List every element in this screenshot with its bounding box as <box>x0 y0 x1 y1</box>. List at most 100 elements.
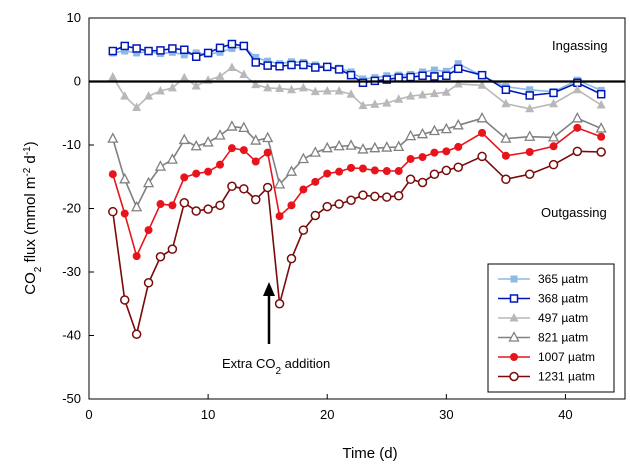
data-point <box>453 79 463 88</box>
data-point <box>168 201 177 210</box>
data-point <box>264 57 272 65</box>
legend-box <box>487 263 615 393</box>
data-point <box>215 200 225 211</box>
data-point <box>358 190 368 200</box>
data-point <box>370 99 380 108</box>
data-point <box>274 299 285 309</box>
extra-co2-annotation: Extra CO2 addition <box>222 356 330 377</box>
data-point <box>334 199 344 209</box>
data-point <box>311 63 320 72</box>
data-point <box>596 99 606 109</box>
data-point <box>429 169 440 179</box>
data-point <box>275 83 285 92</box>
data-point <box>441 165 452 176</box>
data-point <box>500 132 512 143</box>
data-point <box>273 177 286 189</box>
data-point <box>454 142 463 151</box>
data-point <box>394 167 403 176</box>
legend-item: 497 µatm <box>498 311 588 325</box>
data-point <box>263 61 272 70</box>
data-point <box>132 102 142 112</box>
data-point <box>166 153 178 164</box>
data-point <box>311 177 320 186</box>
data-point <box>334 86 344 95</box>
data-point <box>287 60 296 70</box>
data-point <box>297 152 309 164</box>
data-point <box>524 130 536 141</box>
data-point <box>478 128 487 137</box>
x-tick-label: 30 <box>439 407 453 422</box>
data-point <box>358 100 368 110</box>
data-point <box>179 198 190 208</box>
data-point <box>167 244 178 254</box>
data-point <box>239 146 248 155</box>
data-point <box>346 70 356 80</box>
data-point <box>321 141 333 153</box>
data-point <box>239 69 249 79</box>
data-point <box>180 51 188 59</box>
data-point <box>525 103 535 113</box>
data-point <box>370 166 379 175</box>
data-point <box>108 72 118 81</box>
data-point <box>477 80 487 89</box>
data-point <box>358 164 367 173</box>
data-point <box>121 47 129 55</box>
data-point <box>156 200 165 209</box>
data-point <box>251 194 261 205</box>
y-tick-label: -30 <box>62 264 81 279</box>
data-point <box>526 86 534 94</box>
data-point <box>131 200 143 212</box>
data-point <box>501 85 511 95</box>
data-point <box>228 44 236 52</box>
y-tick-label: -20 <box>62 201 81 216</box>
data-point <box>405 129 417 141</box>
data-point <box>334 65 344 74</box>
data-point <box>597 132 606 141</box>
data-point <box>250 134 262 145</box>
legend-item: 1231 µatm <box>498 370 595 384</box>
data-point <box>345 139 357 150</box>
data-point <box>430 66 438 74</box>
data-point <box>252 53 260 61</box>
data-point <box>251 79 261 89</box>
data-point <box>154 160 167 171</box>
data-point <box>454 60 462 68</box>
data-point <box>119 172 131 184</box>
data-point <box>144 46 153 56</box>
y-tick-label: 10 <box>67 10 81 25</box>
data-point <box>156 46 165 55</box>
extra-co2-arrow <box>263 282 275 344</box>
data-point <box>381 141 393 152</box>
legend: 365 µatm 368 µatm 497 µatm 821 µatm 1007 µat… <box>487 263 615 393</box>
legend-label: 1231 µatm <box>538 370 595 384</box>
data-point <box>429 88 439 98</box>
legend-label: 497 µatm <box>538 311 588 325</box>
data-point <box>108 170 117 179</box>
data-point <box>119 295 130 305</box>
data-point <box>108 46 118 56</box>
data-point <box>144 91 154 100</box>
legend-swatch-marker <box>510 353 518 361</box>
data-point <box>310 86 320 96</box>
series-1 <box>108 39 606 100</box>
data-point <box>215 71 225 80</box>
legend-item: 365 µatm <box>498 272 588 286</box>
data-point <box>180 173 189 182</box>
legend-label: 1007 µatm <box>538 350 595 364</box>
data-point <box>382 192 392 202</box>
data-point <box>238 121 250 133</box>
legend-label: 368 µatm <box>538 292 588 306</box>
data-point <box>275 212 284 221</box>
data-point <box>322 86 332 95</box>
series-3 <box>107 111 607 212</box>
data-point <box>549 88 558 98</box>
series-4 <box>108 123 606 261</box>
data-point <box>143 278 154 288</box>
data-point <box>394 94 404 103</box>
data-point <box>595 122 607 133</box>
data-point <box>358 78 368 88</box>
data-point <box>227 62 237 72</box>
data-point <box>452 118 464 130</box>
data-point <box>120 41 129 51</box>
data-point <box>120 209 129 218</box>
